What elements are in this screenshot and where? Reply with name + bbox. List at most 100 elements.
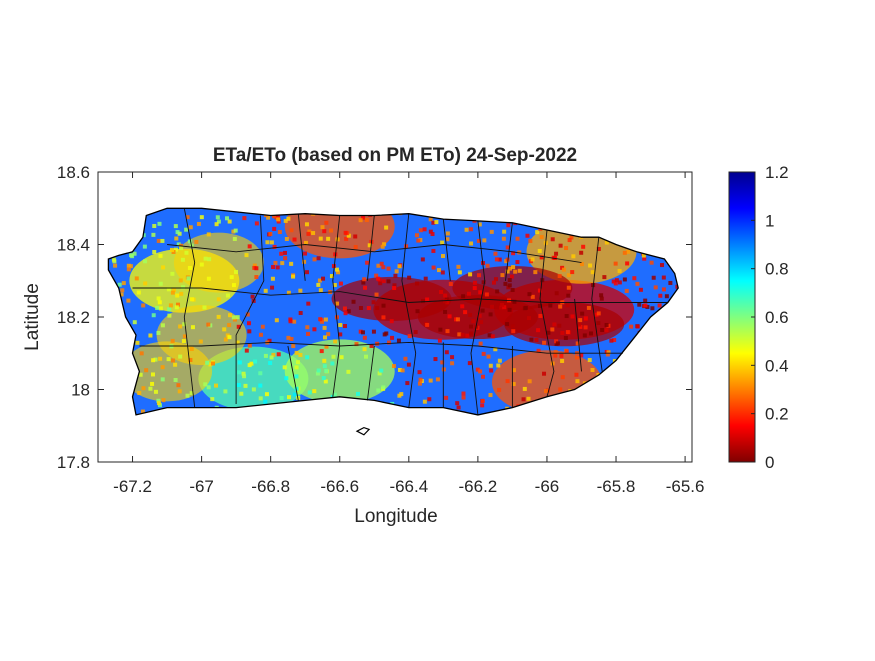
heatmap-cell xyxy=(241,371,246,376)
heatmap-cell xyxy=(322,364,327,369)
heatmap-cell xyxy=(381,385,386,390)
value-zone-west xyxy=(173,232,264,293)
heatmap-cell xyxy=(205,360,210,365)
heatmap-cell xyxy=(317,278,322,283)
heatmap-cell xyxy=(613,261,618,266)
heatmap-cell xyxy=(510,324,515,329)
heatmap-cell xyxy=(223,337,228,342)
heatmap-cell xyxy=(215,215,220,220)
heatmap-cell xyxy=(379,368,384,373)
heatmap-cell xyxy=(173,362,178,367)
heatmap-cell xyxy=(251,387,256,392)
heatmap-cell xyxy=(332,392,337,397)
chart-title: ETa/ETo (based on PM ETo) 24-Sep-2022 xyxy=(213,145,577,166)
heatmap-cell xyxy=(170,358,175,363)
heatmap-cell xyxy=(588,331,593,336)
heatmap-cell xyxy=(151,232,156,237)
heatmap-cell xyxy=(448,282,453,287)
heatmap-cell xyxy=(503,281,508,286)
heatmap-cell xyxy=(528,238,533,243)
municipal-border xyxy=(139,341,623,354)
municipal-border xyxy=(287,345,299,401)
heatmap-cell xyxy=(132,320,137,325)
heatmap-cell xyxy=(554,251,559,256)
heatmap-cell xyxy=(156,401,161,406)
heatmap-cell xyxy=(496,363,501,368)
heatmap-cell xyxy=(158,306,163,311)
municipal-border xyxy=(442,219,451,281)
heatmap-cell xyxy=(189,297,194,302)
heatmap-cell xyxy=(430,232,435,237)
heatmap-cell xyxy=(507,266,512,271)
heatmap-cell xyxy=(233,228,238,233)
heatmap-cell xyxy=(557,274,562,279)
heatmap-cell xyxy=(581,244,586,249)
heatmap-cell xyxy=(369,343,374,348)
heatmap-cell xyxy=(497,257,502,262)
heatmap-cell xyxy=(415,281,420,286)
heatmap-cell xyxy=(181,339,186,344)
heatmap-cell xyxy=(137,390,142,395)
heatmap-cell xyxy=(326,332,331,337)
heatmap-cell xyxy=(527,379,532,384)
heatmap-cell xyxy=(512,299,517,304)
heatmap-cell xyxy=(346,369,351,374)
heatmap-cell xyxy=(564,314,569,319)
heatmap-cell xyxy=(323,379,328,384)
heatmap-cell xyxy=(173,378,178,383)
heatmap-cell xyxy=(539,255,544,260)
heatmap-cell xyxy=(416,238,421,243)
heatmap-cell xyxy=(268,361,273,366)
heatmap-cell xyxy=(277,230,282,235)
heatmap-cell xyxy=(580,311,585,316)
heatmap-cell xyxy=(475,367,480,372)
heatmap-cell xyxy=(292,319,297,324)
heatmap-cell xyxy=(467,361,472,366)
heatmap-cell xyxy=(535,230,540,235)
heatmap-cell xyxy=(464,227,469,232)
heatmap-cell xyxy=(481,351,486,356)
heatmap-cell xyxy=(366,306,371,311)
heatmap-cell xyxy=(548,303,553,308)
heatmap-cell xyxy=(539,235,544,240)
heatmap-cell xyxy=(570,270,575,275)
heatmap-cell xyxy=(166,287,171,292)
heatmap-cell xyxy=(437,338,442,343)
heatmap-cell xyxy=(641,253,646,258)
heatmap-cell xyxy=(321,376,326,381)
heatmap-cell xyxy=(614,278,619,283)
heatmap-cell xyxy=(143,281,148,286)
heatmap-cell xyxy=(604,322,609,327)
heatmap-cell xyxy=(113,263,118,268)
heatmap-cell xyxy=(456,405,461,410)
heatmap-cell xyxy=(190,325,195,330)
heatmap-cell xyxy=(111,257,116,262)
heatmap-cell xyxy=(170,271,175,276)
heatmap-cell xyxy=(175,293,180,298)
heatmap-cell xyxy=(234,269,239,274)
heatmap-cell xyxy=(214,383,219,388)
heatmap-cell xyxy=(346,233,351,238)
heatmap-cell xyxy=(339,355,344,360)
heatmap-cell xyxy=(407,275,412,280)
heatmap-cell xyxy=(231,315,236,320)
heatmap-cell xyxy=(216,314,221,319)
heatmap-cell xyxy=(231,283,236,288)
heatmap-cell xyxy=(188,225,193,230)
heatmap-cell xyxy=(323,317,328,322)
heatmap-cell xyxy=(362,335,367,340)
municipal-border xyxy=(591,237,603,372)
heatmap-cell xyxy=(166,357,171,362)
heatmap-cell xyxy=(311,231,316,236)
heatmap-cell xyxy=(525,233,530,238)
heatmap-cell xyxy=(128,264,133,269)
heatmap-cell xyxy=(420,257,425,262)
heatmap-cell xyxy=(511,329,516,334)
heatmap-cell xyxy=(319,319,324,324)
heatmap-cell xyxy=(485,263,490,268)
heatmap-cell xyxy=(223,389,228,394)
heatmap-cell xyxy=(414,233,419,238)
heatmap-cell xyxy=(510,287,515,292)
heatmap-cell xyxy=(333,339,338,344)
